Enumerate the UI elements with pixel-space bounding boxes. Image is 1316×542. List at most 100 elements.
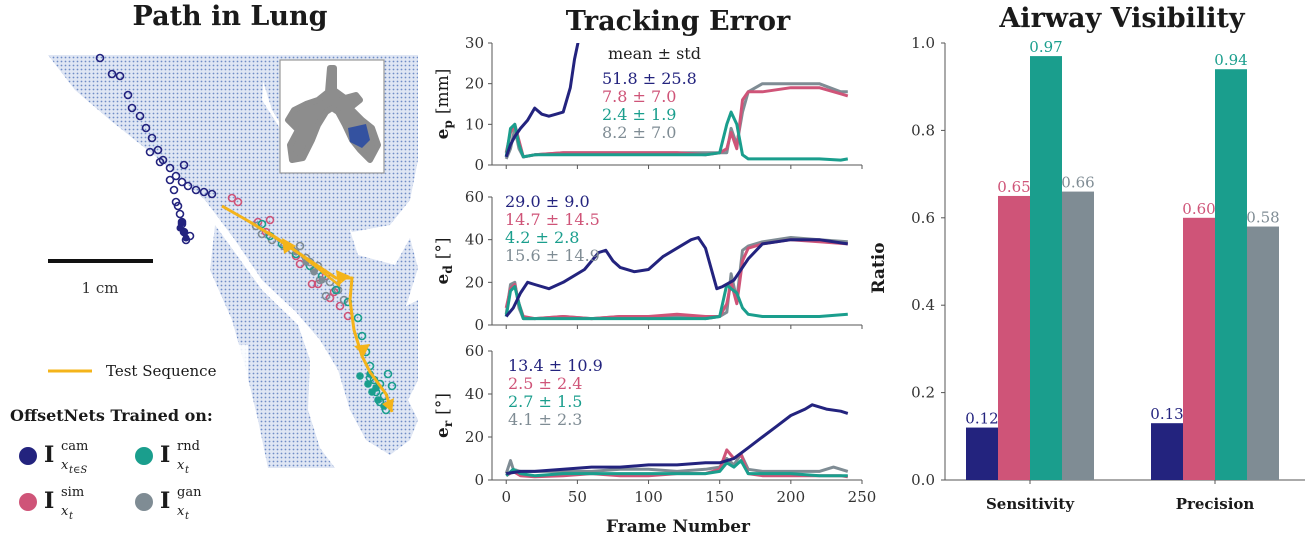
sim-stat-label: 7.8 ± 7.0 bbox=[602, 87, 676, 106]
y-tick-label: 0.8 bbox=[911, 121, 935, 139]
y-tick-label: 0.0 bbox=[911, 471, 935, 489]
rnd-marker-filled bbox=[374, 396, 382, 404]
cam-marker-filled bbox=[177, 225, 184, 232]
gan-bar-value-label: 0.66 bbox=[1061, 174, 1094, 192]
cam-stat-label: 29.0 ± 9.0 bbox=[505, 192, 590, 211]
rnd-stat-label: 4.2 ± 2.8 bbox=[505, 228, 579, 247]
x-tick-label: 0 bbox=[501, 488, 511, 506]
sim-bar bbox=[998, 196, 1030, 480]
gan-bar bbox=[1247, 227, 1279, 480]
rnd-stat-label: 2.7 ± 1.5 bbox=[508, 392, 582, 411]
rnd-legend-symbol: I bbox=[160, 442, 170, 468]
cam-legend-sub2: t∈S bbox=[69, 465, 87, 476]
cam-legend-sup: cam bbox=[61, 439, 88, 454]
rnd-legend-sub2: t bbox=[185, 465, 190, 476]
airway-visibility-panel: Airway Visibility 0.0 0.2 0.4 0.6 0.8 1.0 Sens… bbox=[869, 3, 1305, 513]
y-label-unit: [mm] bbox=[433, 69, 453, 115]
sim-bar-value-label: 0.65 bbox=[997, 178, 1030, 196]
rnd-legend-dot bbox=[135, 447, 153, 465]
legend-heading: OffsetNets Trained on: bbox=[10, 406, 213, 425]
sim-series-line bbox=[506, 88, 848, 157]
y-axis-label-p: ep [mm] bbox=[433, 69, 455, 140]
bar-chart: 0.0 0.2 0.4 0.6 0.8 1.0 Sensitivity 0.12 0.65 0.9… bbox=[911, 34, 1305, 513]
y-tick-label: 20 bbox=[465, 273, 484, 291]
sim-bar-value-label: 0.60 bbox=[1182, 200, 1215, 218]
x-axis-label: Frame Number bbox=[606, 517, 751, 537]
sim-stat-label: 14.7 ± 14.5 bbox=[505, 210, 600, 229]
scale-label: 1 cm bbox=[82, 279, 119, 297]
lung-panel-title: Path in Lung bbox=[133, 1, 328, 32]
gan-legend-sub: x bbox=[177, 504, 185, 519]
x-tick-label: 250 bbox=[848, 488, 877, 506]
y-tick-label: 40 bbox=[465, 231, 484, 249]
sim-stat-label: 2.5 ± 2.4 bbox=[508, 374, 582, 393]
rnd-marker-filled bbox=[364, 380, 372, 388]
gan-marker-filled bbox=[318, 276, 325, 283]
cam-stat-label: 51.8 ± 25.8 bbox=[602, 69, 697, 88]
rnd-bar-value-label: 0.94 bbox=[1214, 51, 1247, 69]
y-label-subscript: d bbox=[441, 265, 455, 274]
y-tick-label: 40 bbox=[465, 385, 484, 403]
sim-legend-symbol: I bbox=[44, 488, 54, 514]
cam-legend-symbol: I bbox=[44, 442, 54, 468]
x-tick-label: 200 bbox=[777, 488, 806, 506]
y-label-symbol: e bbox=[433, 273, 453, 284]
gan-legend-sup: gan bbox=[177, 485, 202, 500]
rnd-marker-filled bbox=[356, 372, 364, 380]
y-tick-label: 10 bbox=[465, 115, 484, 133]
y-axis-label-d: ed [°] bbox=[433, 238, 455, 285]
y-label-subscript: p bbox=[441, 120, 455, 128]
cam-marker-filled bbox=[183, 235, 190, 242]
rnd-bar bbox=[1030, 56, 1062, 480]
y-label-unit: [°] bbox=[433, 238, 453, 260]
cam-marker bbox=[171, 187, 178, 194]
y-tick-label: 60 bbox=[465, 188, 484, 206]
rnd-bar bbox=[1215, 69, 1247, 480]
sim-bar bbox=[1183, 218, 1215, 480]
sim-legend-dot bbox=[19, 493, 37, 511]
tracking-error-title: Tracking Error bbox=[566, 6, 791, 37]
airway-visibility-title: Airway Visibility bbox=[998, 3, 1246, 34]
cam-bar-value-label: 0.13 bbox=[1150, 405, 1183, 423]
cam-bar bbox=[1151, 423, 1183, 480]
y-label-subscript: r bbox=[441, 420, 455, 427]
cam-stat-label: 13.4 ± 10.9 bbox=[508, 356, 603, 375]
gan-legend-dot bbox=[135, 493, 153, 511]
y-tick-label: 0 bbox=[474, 316, 484, 334]
gan-stat-label: 8.2 ± 7.0 bbox=[602, 123, 676, 142]
cam-legend-sub: x bbox=[61, 458, 69, 473]
y-tick-label: 20 bbox=[465, 428, 484, 446]
gan-legend-sub2: t bbox=[185, 511, 190, 522]
subplot-d: 0 20 40 60 ed [°] 29.0 ± 9.014.7 ± 14.54.2 ± 2… bbox=[433, 188, 862, 334]
cam-marker-filled bbox=[179, 219, 186, 226]
y-tick-label: 0.4 bbox=[911, 296, 935, 314]
sim-legend-sup: sim bbox=[61, 485, 84, 500]
y-axis-label-r: er [°] bbox=[433, 393, 455, 438]
line-subplots: 0102030ep[mm] 51.8 ± 25.87.8 ± 7.02.4 ± 1… bbox=[433, 34, 876, 506]
category-label: Sensitivity bbox=[986, 495, 1075, 513]
cam-marker bbox=[167, 177, 174, 184]
y-tick-label: 60 bbox=[465, 342, 484, 360]
gan-bar-value-label: 0.58 bbox=[1246, 209, 1279, 227]
rnd-bar-value-label: 0.97 bbox=[1029, 38, 1062, 56]
y-label-symbol: e bbox=[433, 128, 453, 139]
rnd-series-line bbox=[506, 461, 848, 476]
gan-legend-symbol: I bbox=[160, 488, 170, 514]
rnd-stat-label: 2.4 ± 1.9 bbox=[602, 105, 676, 124]
gan-series-line bbox=[506, 84, 848, 159]
y-label-symbol: e bbox=[433, 427, 453, 438]
y-tick-label: 1.0 bbox=[911, 34, 935, 52]
gan-bar bbox=[1062, 192, 1094, 480]
x-tick-label: 50 bbox=[568, 488, 587, 506]
y-label-unit: [°] bbox=[433, 393, 453, 415]
legend-test-sequence-label: Test Sequence bbox=[106, 362, 217, 380]
y-tick-label: 0 bbox=[474, 156, 484, 174]
cam-bar bbox=[966, 428, 998, 480]
stats-header: mean ± std bbox=[608, 44, 701, 63]
y-axis-label-ratio: Ratio bbox=[869, 242, 889, 293]
airway-inset bbox=[280, 60, 384, 173]
x-tick-label: 100 bbox=[634, 488, 663, 506]
